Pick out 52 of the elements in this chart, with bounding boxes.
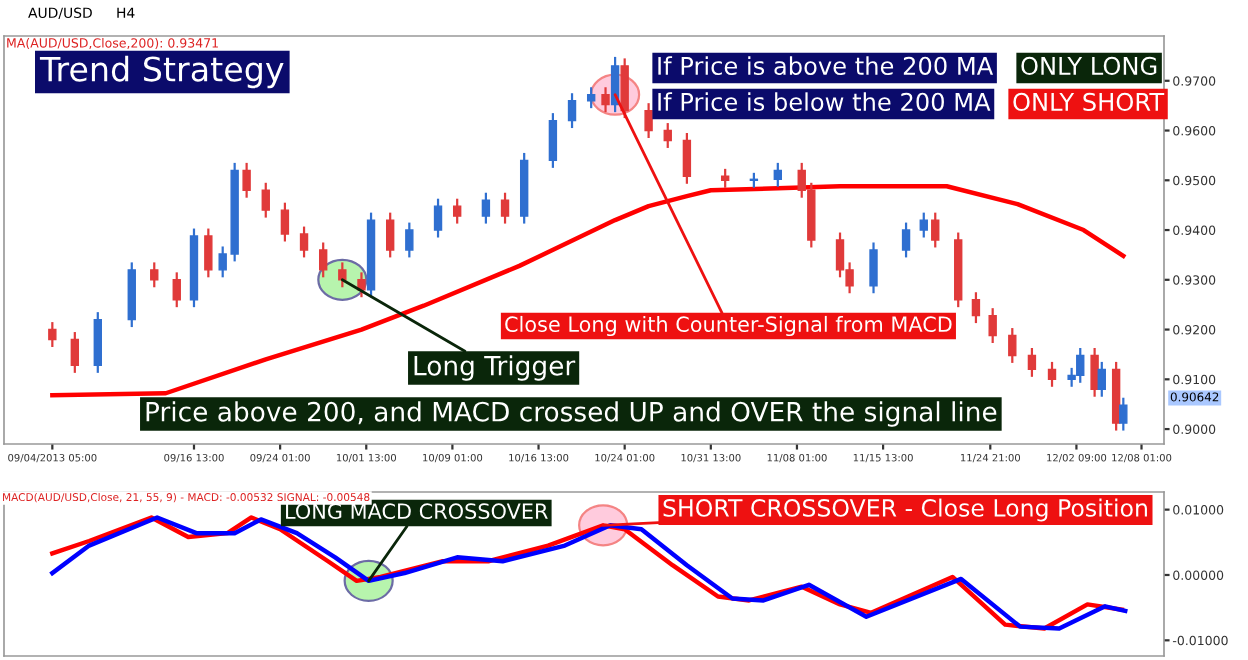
candlestick	[971, 291, 981, 325]
candlestick	[481, 191, 491, 225]
annotation: Close Long with Counter-Signal from MACD	[505, 315, 952, 337]
candlestick	[601, 86, 610, 114]
candlestick	[385, 211, 395, 259]
annotation: LONG MACD CROSSOVER	[286, 503, 548, 520]
candlestick	[919, 211, 928, 239]
candlestick	[150, 261, 159, 289]
candlestick	[242, 161, 251, 199]
annotation: SHORT CROSSOVER - Close Long Position	[663, 498, 1147, 522]
candlestick	[620, 57, 629, 120]
candlestick	[901, 221, 911, 259]
candlestick	[988, 307, 997, 345]
candlestick	[93, 311, 102, 374]
candlestick	[433, 197, 443, 239]
candlestick	[70, 330, 80, 374]
candlestick	[280, 201, 290, 243]
annotation: ONLY LONG	[1021, 56, 1157, 76]
candlestick	[1008, 326, 1017, 365]
candlestick	[48, 320, 57, 349]
candlestick	[405, 221, 414, 259]
line-series	[50, 184, 1126, 398]
candlestick	[720, 167, 730, 189]
candlestick	[1119, 396, 1128, 432]
annotation: If Price is below the 200 MA	[658, 92, 991, 112]
candlestick	[299, 225, 309, 259]
annotation: ONLY SHORT	[1013, 92, 1165, 112]
candlestick	[1047, 360, 1057, 388]
candlestick	[500, 191, 510, 225]
candlestick	[931, 211, 940, 249]
candlestick	[452, 197, 462, 225]
candlestick	[586, 86, 596, 110]
candlestick	[644, 102, 653, 140]
candlestick	[318, 241, 328, 279]
candlestick	[567, 92, 577, 130]
candlestick	[682, 131, 692, 185]
candlestick	[773, 161, 783, 188]
candlestick	[869, 241, 878, 295]
candlestick	[663, 121, 672, 150]
candlestick	[261, 181, 270, 219]
annotation: Price above 200, and MACD crossed UP and OVER the signal line	[146, 401, 997, 427]
annotation: If Price is above the 200 MA	[658, 56, 994, 76]
candlestick	[172, 271, 181, 309]
candlestick	[548, 112, 558, 169]
candlestick	[204, 227, 213, 279]
candlestick	[1027, 346, 1037, 378]
candlestick	[357, 271, 366, 299]
candlestick	[338, 261, 347, 289]
annotation: Long Trigger	[414, 355, 576, 381]
annotation: Trend Strategy	[39, 55, 284, 89]
candlestick	[1097, 360, 1106, 398]
candlestick	[1090, 346, 1099, 398]
